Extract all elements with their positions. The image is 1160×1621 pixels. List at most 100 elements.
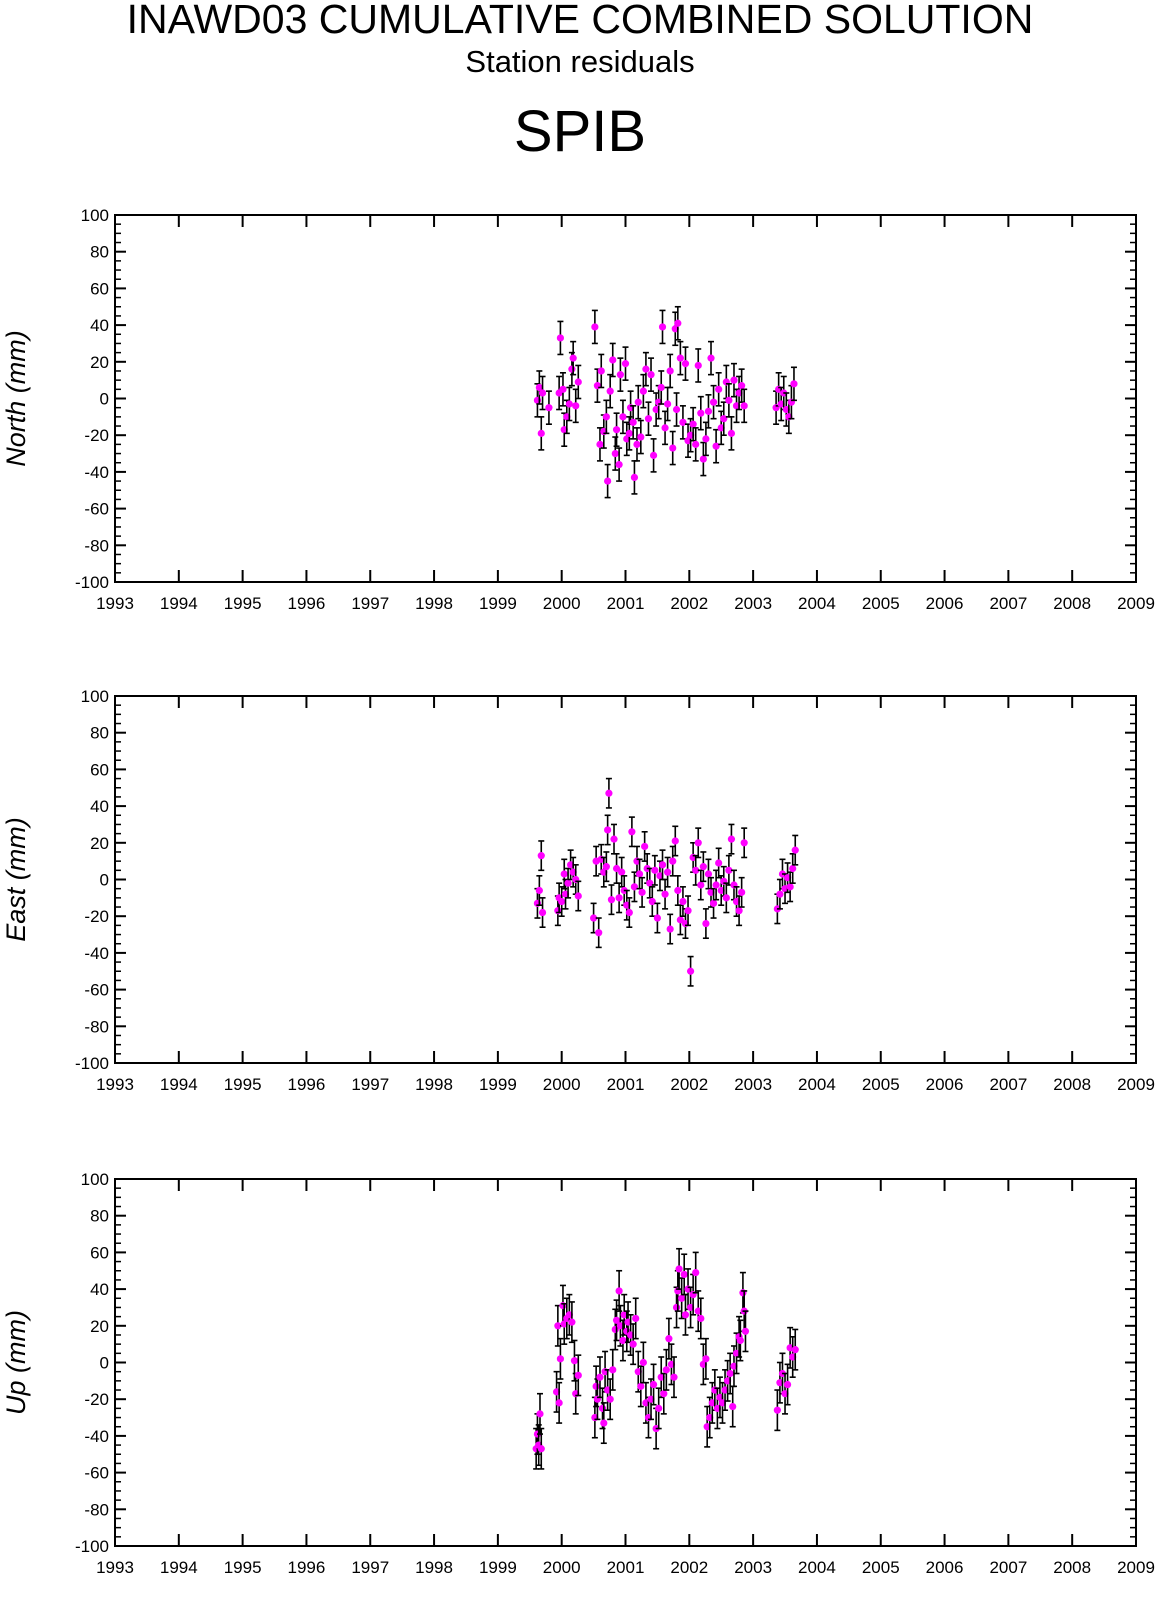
data-marker — [662, 1366, 670, 1374]
x-tick-label: 2003 — [734, 594, 772, 613]
data-marker — [633, 440, 641, 448]
data-point — [602, 851, 610, 883]
data-marker — [697, 881, 705, 889]
data-marker — [789, 864, 797, 873]
y-tick-label: 100 — [81, 1170, 109, 1189]
data-point — [537, 840, 545, 872]
x-tick-label: 2002 — [670, 594, 708, 613]
x-tick-label: 1995 — [224, 594, 262, 613]
data-point — [625, 416, 633, 451]
data-point — [692, 427, 700, 462]
data-point — [569, 340, 577, 376]
data-point — [600, 1402, 608, 1445]
data-point — [595, 917, 603, 949]
data-point — [615, 447, 623, 482]
y-tick-label: 0 — [100, 1354, 109, 1373]
data-marker — [697, 409, 705, 417]
data-marker — [642, 365, 650, 373]
data-point — [591, 309, 599, 345]
data-marker — [574, 1371, 582, 1379]
data-point — [535, 875, 543, 906]
data-marker — [658, 323, 667, 331]
data-marker — [738, 888, 746, 896]
data-point — [702, 1337, 710, 1380]
data-marker — [675, 1265, 683, 1273]
data-point — [694, 827, 702, 859]
data-marker — [596, 1373, 604, 1381]
data-point — [699, 851, 707, 883]
data-marker — [692, 440, 700, 448]
data-marker — [568, 1318, 576, 1326]
data-point — [558, 886, 566, 917]
data-marker — [740, 402, 748, 410]
data-marker — [670, 1373, 678, 1381]
data-point — [790, 366, 798, 402]
x-tick-label: 2004 — [798, 594, 836, 613]
data-marker — [648, 897, 656, 906]
data-marker — [556, 334, 565, 342]
data-marker — [666, 925, 674, 933]
data-marker — [712, 442, 720, 450]
y-tick-label: -20 — [84, 426, 109, 445]
data-point — [596, 1356, 604, 1399]
data-point — [638, 876, 646, 908]
x-tick-label: 2009 — [1117, 594, 1155, 613]
data-marker — [669, 444, 677, 452]
data-marker — [672, 1303, 681, 1312]
x-tick-label: 1993 — [96, 1075, 134, 1094]
data-marker — [644, 415, 653, 423]
x-tick-label: 1998 — [415, 1075, 453, 1094]
data-point — [619, 399, 627, 435]
x-tick-label: 1994 — [160, 594, 198, 613]
y-tick-label: 60 — [90, 760, 109, 779]
y-tick-label: 40 — [90, 316, 109, 335]
data-point — [672, 392, 681, 427]
data-marker — [699, 455, 707, 463]
data-point — [699, 441, 707, 477]
data-marker — [535, 886, 543, 895]
data-marker — [637, 1382, 645, 1390]
data-marker — [569, 354, 577, 362]
y-tick-label: 20 — [90, 353, 109, 372]
data-marker — [790, 380, 798, 388]
data-marker — [574, 892, 582, 900]
data-marker — [572, 402, 580, 410]
data-marker — [618, 868, 626, 876]
y-tick-label: 60 — [90, 279, 109, 298]
data-point — [674, 305, 682, 341]
y-tick-label: -80 — [84, 536, 109, 555]
data-point — [629, 405, 637, 440]
data-point — [791, 1328, 799, 1371]
data-marker — [674, 886, 682, 895]
data-marker — [554, 1322, 562, 1330]
data-point — [619, 1319, 627, 1362]
data-marker — [697, 1314, 705, 1323]
data-marker — [537, 429, 545, 437]
data-marker — [704, 407, 713, 415]
data-point — [605, 777, 613, 809]
data-marker — [773, 1406, 781, 1414]
x-tick-label: 2008 — [1053, 1558, 1091, 1577]
data-marker — [630, 883, 639, 891]
data-marker — [612, 426, 621, 434]
data-marker — [694, 839, 702, 847]
x-tick-label: 2005 — [862, 1075, 900, 1094]
data-marker — [661, 424, 669, 432]
data-point — [689, 406, 697, 442]
data-marker — [681, 360, 690, 368]
data-point — [574, 1354, 582, 1397]
data-point — [574, 880, 582, 912]
data-marker — [616, 371, 624, 379]
data-marker — [776, 890, 784, 898]
data-marker — [632, 1314, 640, 1323]
data-marker — [694, 361, 702, 370]
x-tick-label: 2002 — [670, 1558, 708, 1577]
data-marker — [604, 477, 612, 485]
data-marker — [680, 1270, 688, 1279]
data-point — [727, 823, 736, 855]
data-marker — [664, 400, 672, 408]
data-point — [666, 913, 674, 945]
data-point — [615, 882, 623, 914]
data-point — [596, 427, 604, 462]
data-point — [680, 1253, 688, 1296]
